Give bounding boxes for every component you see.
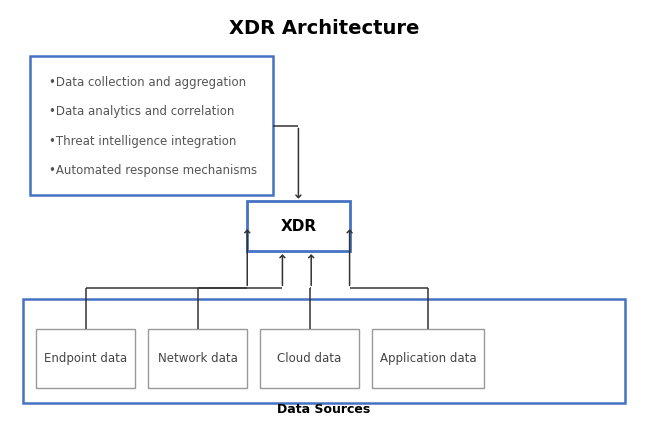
FancyBboxPatch shape	[260, 329, 359, 388]
FancyBboxPatch shape	[23, 299, 625, 403]
Text: XDR Architecture: XDR Architecture	[229, 19, 419, 38]
FancyBboxPatch shape	[36, 329, 135, 388]
FancyBboxPatch shape	[148, 329, 248, 388]
FancyBboxPatch shape	[30, 56, 273, 195]
FancyBboxPatch shape	[372, 329, 484, 388]
Text: •Automated response mechanisms: •Automated response mechanisms	[49, 164, 257, 177]
Text: •Data collection and aggregation: •Data collection and aggregation	[49, 76, 246, 89]
Text: Network data: Network data	[157, 352, 238, 365]
FancyBboxPatch shape	[248, 202, 349, 251]
Text: Endpoint data: Endpoint data	[44, 352, 127, 365]
Text: •Threat intelligence integration: •Threat intelligence integration	[49, 135, 237, 148]
Text: XDR: XDR	[281, 219, 316, 234]
Text: Application data: Application data	[380, 352, 476, 365]
Text: •Data analytics and correlation: •Data analytics and correlation	[49, 105, 235, 118]
Text: Data Sources: Data Sources	[277, 403, 371, 416]
Text: Cloud data: Cloud data	[277, 352, 341, 365]
